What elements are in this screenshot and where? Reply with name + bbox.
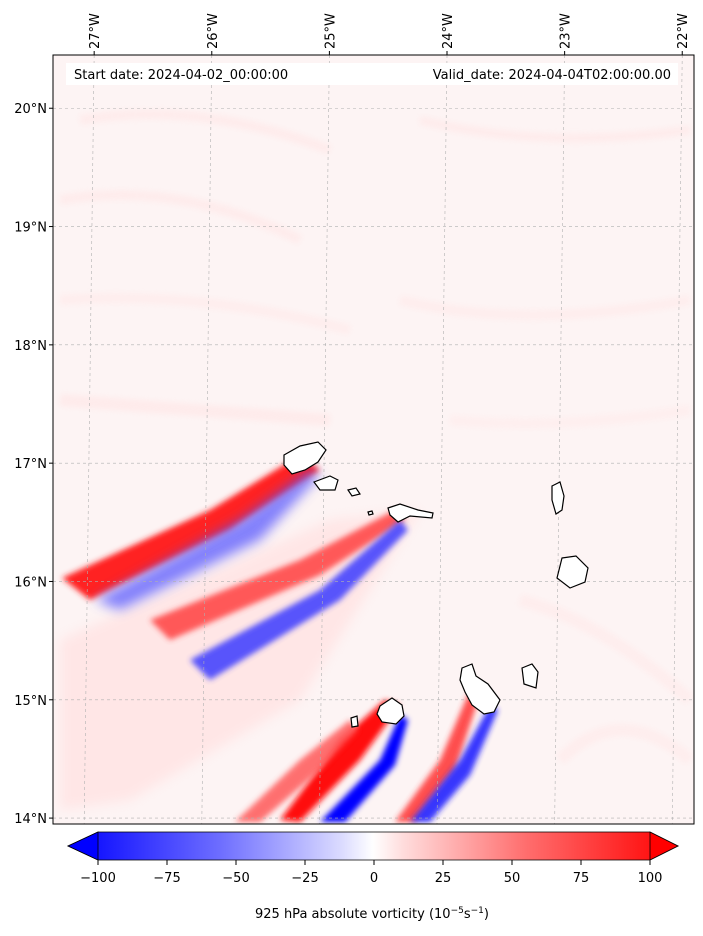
lat-tick-label: 18°N — [14, 339, 47, 354]
lat-tick-label: 15°N — [14, 694, 47, 709]
gridline-lon — [671, 55, 683, 824]
island-coastlines — [283, 441, 589, 728]
island-sao-nicolau — [387, 503, 434, 523]
streak-b-blue — [190, 520, 408, 680]
island-sal — [551, 481, 565, 515]
vorticity-field — [59, 109, 694, 822]
info-box — [66, 63, 678, 85]
colorbar-tick-label: −25 — [291, 871, 318, 886]
island-santiago — [459, 663, 501, 715]
lat-tick-label: 14°N — [14, 812, 47, 827]
map-gridlines — [53, 55, 694, 824]
colorbar: −100 −75 −50 −25 0 25 50 75 100 925 hPa absolute… — [67, 831, 679, 922]
lat-tick-label: 16°N — [14, 575, 47, 590]
streak-a-red — [62, 455, 320, 600]
island-fogo — [376, 697, 405, 725]
colorbar-max-arrow — [649, 831, 679, 861]
gridline-lon — [554, 55, 565, 824]
island-raso — [367, 510, 374, 516]
island-brava — [350, 715, 359, 728]
streak-c2-red — [235, 720, 358, 822]
start-date-label: Start date: 2024-04-02_00:00:00 — [74, 68, 288, 83]
island-santa-luzia — [347, 487, 361, 497]
longitude-ticks: 27°W 26°W 25°W 24°W 23°W 22°W — [88, 13, 691, 55]
streak-a-blue — [95, 470, 320, 610]
colorbar-tick-label: −50 — [222, 871, 249, 886]
colorbar-ticks: −100 −75 −50 −25 0 25 50 75 100 — [80, 860, 662, 886]
background-ripples — [59, 109, 694, 765]
colorbar-tick-label: 75 — [573, 871, 590, 886]
streak-b-red — [150, 510, 405, 640]
lon-tick-label: 27°W — [88, 13, 103, 49]
island-sao-vicente — [313, 475, 339, 491]
colorbar-body — [67, 831, 679, 861]
lon-tick-label: 24°W — [441, 13, 456, 49]
streak-c-red — [280, 700, 400, 822]
valid-date-label: Valid_date: 2024-04-04T02:00:00.00 — [433, 68, 671, 83]
colorbar-tick-label: 25 — [435, 871, 452, 886]
lat-tick-label: 19°N — [14, 221, 47, 236]
colorbar-tick-label: 0 — [370, 871, 378, 886]
lon-tick-label: 22°W — [676, 13, 691, 49]
lat-tick-label: 17°N — [14, 457, 47, 472]
gridline-lon — [436, 55, 448, 824]
colorbar-tick-label: −100 — [80, 871, 116, 886]
colorbar-tick-label: 50 — [504, 871, 521, 886]
colorbar-min-arrow — [67, 831, 99, 861]
island-boa-vista — [556, 555, 589, 589]
colorbar-tick-label: 100 — [638, 871, 663, 886]
island-maio — [521, 663, 539, 689]
colorbar-tick-label: −75 — [153, 871, 180, 886]
latitude-ticks: 20°N 19°N 18°N 17°N 16°N 15°N 14°N — [14, 102, 53, 827]
streak-c-blue — [320, 715, 408, 822]
gridline-lon — [83, 55, 95, 824]
lon-tick-label: 26°W — [206, 13, 221, 49]
colorbar-label: 925 hPa absolute vorticity (10−5s−1) — [255, 906, 489, 922]
streak-d-red — [395, 690, 480, 822]
island-santo-antao — [283, 441, 327, 475]
streak-d-blue — [410, 705, 498, 822]
gridline-lon — [319, 55, 330, 824]
lon-tick-label: 25°W — [323, 13, 338, 49]
lon-tick-label: 23°W — [559, 13, 574, 49]
lat-tick-label: 20°N — [14, 102, 47, 117]
gridline-lon — [201, 55, 213, 824]
plot-frame — [52, 54, 695, 825]
